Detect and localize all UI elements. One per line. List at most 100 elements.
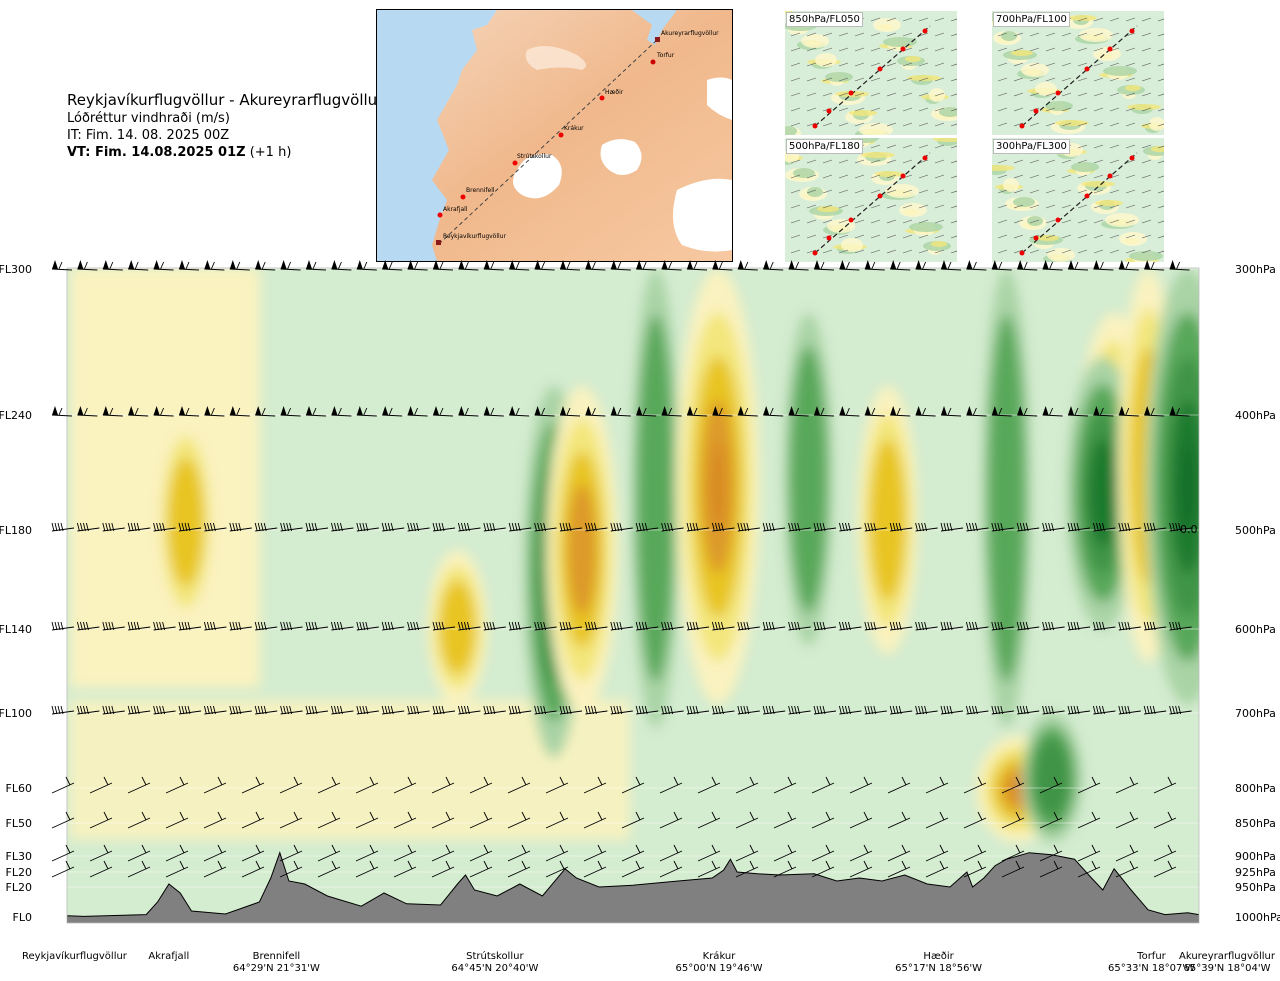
pressure-level-label: 900hPa [1235, 850, 1276, 863]
wind-barb [165, 860, 189, 878]
pressure-level-label: 500hPa [1235, 524, 1276, 537]
wind-barb [583, 776, 607, 794]
wind-barb [483, 260, 504, 271]
wind-barb [178, 260, 200, 271]
wind-barb [1169, 621, 1192, 631]
station-coords: 65°17'N 18°56'W [895, 963, 983, 974]
wind-barb [241, 860, 265, 878]
flight-level-label: FL140 [0, 623, 32, 636]
wind-barb [305, 522, 329, 532]
wind-barb [1016, 522, 1040, 532]
wind-barb [457, 705, 481, 715]
wind-barb [915, 406, 936, 417]
wind-barb [51, 705, 75, 715]
wind-barb [77, 260, 98, 271]
wind-barb [229, 406, 250, 417]
wind-barb [686, 705, 710, 715]
flight-level-label: FL50 [6, 817, 32, 830]
wind-barb [393, 811, 417, 829]
plot-frame [66, 267, 1200, 924]
wind-barb [279, 811, 303, 829]
wind-barb [153, 260, 174, 271]
pressure-level-label: 925hPa [1235, 866, 1276, 879]
wind-barb [1115, 860, 1139, 878]
valid-time-label: VT: Fim. 14.08.2025 01Z [67, 145, 246, 160]
wind-barb [241, 844, 265, 862]
wind-barb [507, 811, 531, 829]
wind-barb [849, 776, 873, 794]
wind-barb [889, 705, 913, 715]
route-title: Reykjavíkurflugvöllur - Akureyrarflugvöl… [67, 91, 384, 109]
wind-barb [1042, 522, 1065, 532]
wind-barb [697, 811, 721, 829]
wind-barb [838, 705, 862, 715]
wind-barb [1153, 776, 1177, 794]
wind-barb [280, 522, 303, 532]
wind-barb [127, 776, 151, 794]
wind-barb [77, 406, 98, 417]
wind-barb [864, 621, 887, 631]
station-name: Akrafjall [148, 951, 190, 962]
wind-barb [229, 621, 252, 631]
wind-barbs [51, 260, 1192, 878]
wind-barb [659, 776, 683, 794]
field-blob [636, 314, 675, 683]
wind-barb [773, 844, 797, 862]
waypoint-marker [650, 59, 656, 65]
flight-level-label: FL240 [0, 409, 32, 422]
wind-barb [887, 811, 911, 829]
wind-barb [661, 705, 684, 715]
wind-barb [887, 860, 911, 878]
wind-barb [1092, 621, 1116, 631]
wind-barb [712, 260, 733, 271]
wind-barb [991, 621, 1014, 631]
wind-barb [1169, 260, 1190, 271]
wind-barb [229, 522, 252, 532]
wind-barb [1092, 705, 1116, 715]
wind-barb [102, 406, 123, 417]
wind-barb [763, 260, 784, 271]
wind-barb [1067, 260, 1089, 271]
wind-barb [788, 705, 811, 715]
wind-barb [697, 776, 721, 794]
wind-barb [280, 260, 301, 271]
wind-barb [255, 260, 276, 271]
wind-barb [229, 260, 250, 271]
wind-barb [940, 522, 964, 532]
wind-barb [203, 811, 227, 829]
station-coords: 64°45'N 20°40'W [451, 963, 539, 974]
wind-barb [735, 860, 759, 878]
wind-barb [735, 844, 759, 862]
wind-barb [431, 844, 455, 862]
waypoint-marker [436, 240, 441, 245]
wind-barb [621, 844, 645, 862]
wind-barb [915, 260, 936, 271]
wind-barb [621, 860, 645, 878]
wind-barb [737, 705, 760, 715]
pressure-level-label: 850hPa [1235, 817, 1276, 830]
wind-barb [584, 621, 608, 631]
wind-barb [1092, 522, 1116, 532]
wind-barb [864, 260, 885, 271]
wind-barb [559, 406, 581, 417]
wind-barb [1001, 811, 1025, 829]
wind-barb [1118, 621, 1141, 631]
wind-barb [1001, 860, 1025, 878]
wind-barb [356, 406, 377, 417]
wind-barb [1067, 705, 1091, 715]
wind-barb [431, 776, 455, 794]
wind-barb [51, 811, 75, 829]
station-name: Hæðir [923, 951, 954, 962]
wind-barb [1143, 705, 1167, 715]
wind-barb [203, 522, 227, 532]
wind-barb [469, 811, 493, 829]
wind-barb [178, 705, 202, 715]
wind-barb [483, 621, 506, 631]
wind-barb [811, 776, 835, 794]
wind-barb [102, 705, 125, 715]
wind-barb [1115, 844, 1139, 862]
wind-barb [610, 705, 633, 715]
wind-barb [381, 705, 405, 715]
wind-barb [966, 260, 987, 271]
wind-barb [811, 811, 835, 829]
